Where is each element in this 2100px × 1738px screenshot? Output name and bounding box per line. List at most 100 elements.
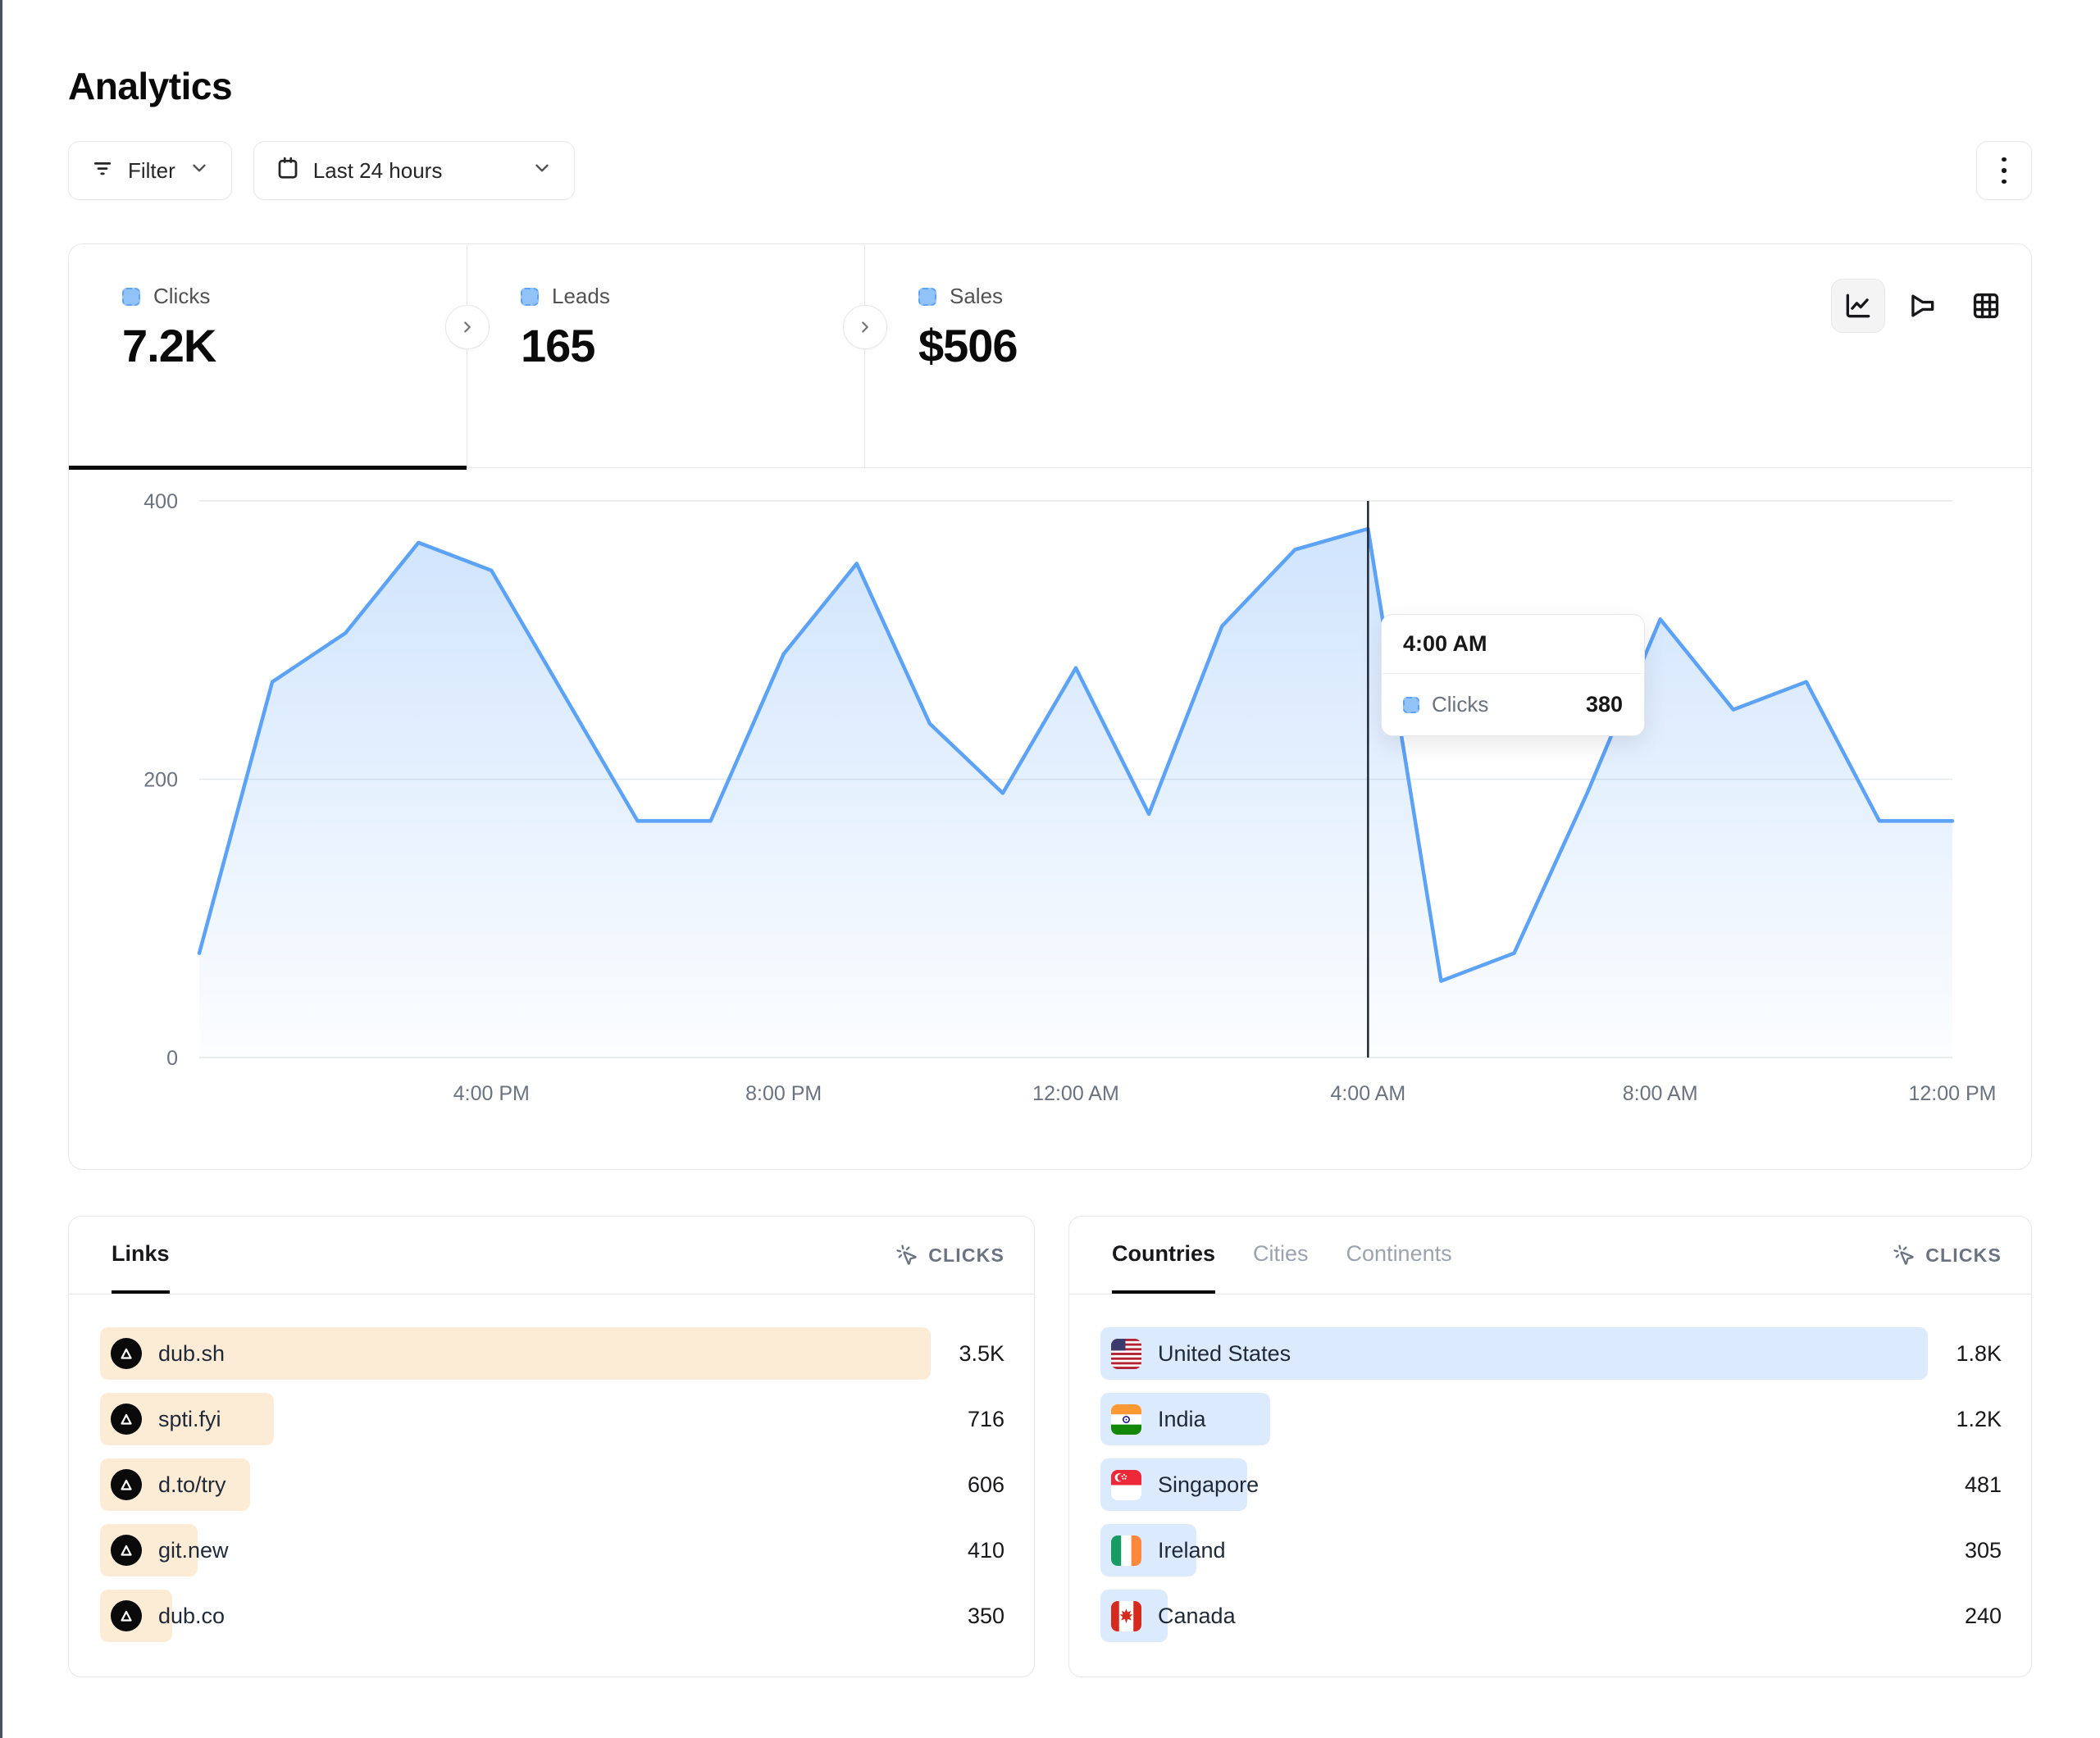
country-row[interactable]: Ireland 305 bbox=[1100, 1524, 2002, 1576]
flag-ireland-icon bbox=[1111, 1535, 1141, 1566]
country-name: Ireland bbox=[1158, 1537, 1226, 1563]
grid-table-icon bbox=[1973, 293, 1999, 319]
metric-tab-leads[interactable]: Leads 165 bbox=[467, 244, 865, 467]
dub-logo-icon bbox=[111, 1600, 142, 1631]
link-row[interactable]: spti.fyi 716 bbox=[100, 1393, 1004, 1445]
expand-clicks-button[interactable] bbox=[445, 305, 490, 349]
tab-countries[interactable]: Countries bbox=[1112, 1217, 1216, 1294]
more-options-button[interactable] bbox=[1976, 141, 2032, 200]
dub-logo-icon bbox=[111, 1535, 142, 1566]
filter-button-label: Filter bbox=[128, 157, 175, 183]
tooltip-series-value: 380 bbox=[1585, 692, 1623, 717]
funnel-chart-toggle[interactable] bbox=[1895, 279, 1949, 333]
svg-text:4:00 AM: 4:00 AM bbox=[1330, 1082, 1405, 1105]
page-left-edge-accent bbox=[0, 0, 2, 1738]
country-clicks: 305 bbox=[1964, 1537, 2002, 1563]
funnel-chart-icon bbox=[1911, 294, 1934, 317]
metric-header-label: CLICKS bbox=[928, 1244, 1004, 1266]
date-range-button[interactable]: Last 24 hours bbox=[253, 141, 575, 200]
tooltip-series-name: Clicks bbox=[1432, 692, 1489, 717]
country-name: Singapore bbox=[1158, 1472, 1260, 1497]
leads-value: 165 bbox=[521, 320, 595, 371]
chart-type-toggles bbox=[1831, 279, 2013, 333]
flag-united-states-icon bbox=[1111, 1338, 1141, 1369]
chevron-right-icon bbox=[862, 321, 868, 333]
link-domain: spti.fyi bbox=[158, 1406, 221, 1431]
svg-text:8:00 PM: 8:00 PM bbox=[745, 1082, 822, 1105]
countries-metric-header[interactable]: CLICKS bbox=[1893, 1217, 2002, 1294]
countries-panel: Countries Cities Continents CLICKS bbox=[1068, 1216, 2032, 1677]
leads-legend-swatch bbox=[521, 287, 539, 306]
country-row[interactable]: United States 1.8K bbox=[1100, 1327, 2002, 1380]
link-clicks: 606 bbox=[967, 1472, 1004, 1497]
cursor-click-icon bbox=[1893, 1244, 1914, 1265]
page-title: Analytics bbox=[68, 65, 233, 107]
metric-header-label: CLICKS bbox=[1925, 1244, 2002, 1266]
line-chart-icon bbox=[1846, 293, 1870, 318]
link-row[interactable]: git.new 410 bbox=[100, 1524, 1004, 1576]
link-domain: d.to/try bbox=[158, 1472, 226, 1497]
sales-legend-swatch bbox=[918, 287, 936, 306]
flag-singapore-icon bbox=[1111, 1469, 1141, 1500]
link-clicks: 410 bbox=[967, 1537, 1004, 1563]
metric-tab-sales[interactable]: Sales $506 bbox=[865, 244, 1018, 467]
tooltip-time: 4:00 AM bbox=[1382, 615, 1644, 674]
metric-label: Clicks bbox=[153, 284, 211, 308]
link-domain: git.new bbox=[158, 1537, 229, 1563]
country-name: Canada bbox=[1158, 1603, 1236, 1628]
tab-cities[interactable]: Cities bbox=[1253, 1240, 1309, 1266]
clicks-legend-swatch bbox=[122, 287, 140, 306]
table-view-toggle[interactable] bbox=[1959, 279, 2013, 333]
metric-tabs-row: Clicks 7.2K Leads 165 Sales $506 bbox=[69, 244, 2031, 470]
dub-logo-icon bbox=[111, 1469, 142, 1500]
link-row[interactable]: d.to/try 606 bbox=[100, 1458, 1004, 1511]
country-row[interactable]: Canada 240 bbox=[1100, 1590, 2002, 1642]
links-metric-header[interactable]: CLICKS bbox=[895, 1217, 1004, 1294]
metric-label: Leads bbox=[552, 284, 610, 308]
clicks-value: 7.2K bbox=[122, 320, 216, 371]
toolbar: Filter Last 24 hours bbox=[68, 141, 2032, 200]
link-domain: dub.co bbox=[158, 1603, 225, 1628]
country-name: India bbox=[1158, 1406, 1206, 1431]
area-chart-canvas: 0 200 400 4:00 PM 8:00 PM 12:00 AM 4:00 AM 8:00… bbox=[143, 490, 1996, 1105]
dub-logo-icon bbox=[111, 1404, 142, 1435]
country-clicks: 1.2K bbox=[1956, 1406, 2002, 1431]
svg-text:4:00 PM: 4:00 PM bbox=[453, 1082, 530, 1105]
tab-continents[interactable]: Continents bbox=[1346, 1240, 1452, 1266]
tab-links[interactable]: Links bbox=[112, 1217, 170, 1294]
metric-label: Sales bbox=[950, 284, 1004, 308]
analytics-chart-card: Clicks 7.2K Leads 165 Sales $506 bbox=[68, 243, 2032, 1170]
links-panel: Links CLICKS dub.sh bbox=[68, 1216, 1035, 1677]
country-row[interactable]: Singapore 481 bbox=[1100, 1458, 2002, 1511]
calendar-icon bbox=[276, 156, 300, 186]
link-clicks: 3.5K bbox=[959, 1340, 1004, 1366]
svg-text:12:00 AM: 12:00 AM bbox=[1032, 1082, 1119, 1105]
country-clicks: 1.8K bbox=[1956, 1340, 2002, 1366]
link-row[interactable]: dub.sh 3.5K bbox=[100, 1327, 1004, 1380]
link-domain: dub.sh bbox=[158, 1340, 225, 1366]
cursor-click-icon bbox=[896, 1244, 917, 1265]
link-row[interactable]: dub.co 350 bbox=[100, 1590, 1004, 1642]
link-clicks: 716 bbox=[967, 1406, 1004, 1431]
chevron-right-icon bbox=[464, 321, 471, 333]
kebab-menu-icon bbox=[2002, 157, 2007, 184]
chevron-down-icon bbox=[189, 157, 210, 184]
date-range-label: Last 24 hours bbox=[312, 157, 443, 183]
metric-tab-clicks[interactable]: Clicks 7.2K bbox=[69, 244, 467, 470]
svg-text:200: 200 bbox=[143, 769, 178, 792]
svg-text:8:00 AM: 8:00 AM bbox=[1623, 1082, 1698, 1105]
sales-value: $506 bbox=[918, 320, 1018, 371]
filter-button[interactable]: Filter bbox=[68, 141, 232, 200]
chart-tooltip: 4:00 AM Clicks 380 bbox=[1381, 614, 1645, 736]
line-chart-toggle[interactable] bbox=[1831, 279, 1885, 333]
svg-text:400: 400 bbox=[143, 490, 178, 513]
expand-leads-button[interactable] bbox=[843, 305, 887, 349]
flag-india-icon bbox=[1111, 1404, 1141, 1435]
flag-canada-icon bbox=[1111, 1600, 1141, 1631]
svg-text:0: 0 bbox=[166, 1047, 178, 1070]
country-row[interactable]: India 1.2K bbox=[1100, 1393, 2002, 1445]
tooltip-series-swatch bbox=[1403, 696, 1419, 713]
clicks-time-series-chart[interactable]: 0 200 400 4:00 PM 8:00 PM 12:00 AM 4:00 AM 8:00… bbox=[69, 468, 2030, 1167]
chevron-down-icon bbox=[531, 157, 553, 184]
country-clicks: 481 bbox=[1964, 1472, 2002, 1497]
